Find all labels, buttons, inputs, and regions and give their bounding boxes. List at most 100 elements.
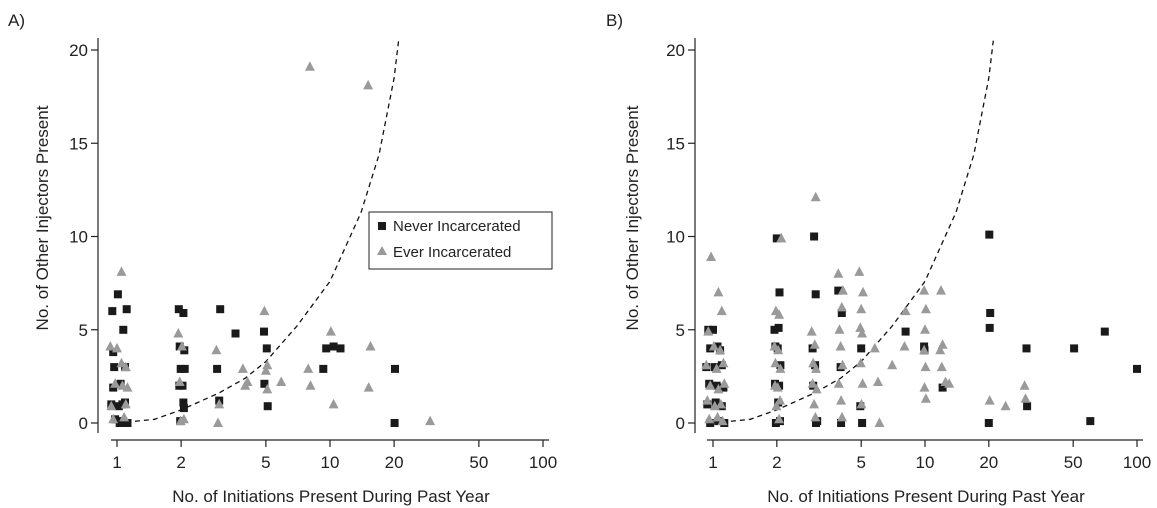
point-ever-incarcerated — [807, 378, 818, 388]
point-never-incarcerated — [1023, 402, 1032, 411]
point-never-incarcerated — [712, 381, 721, 390]
point-ever-incarcerated — [116, 266, 127, 276]
point-never-incarcerated — [938, 383, 947, 392]
x-tick-label-b: 10 — [916, 453, 935, 472]
point-never-incarcerated — [775, 288, 784, 297]
point-never-incarcerated — [319, 364, 328, 373]
x-tick-label-a: 100 — [529, 453, 557, 472]
point-ever-incarcerated — [122, 382, 133, 392]
point-ever-incarcerated — [173, 328, 184, 338]
point-ever-incarcerated — [920, 303, 931, 314]
point-ever-incarcerated — [303, 363, 314, 373]
point-ever-incarcerated — [874, 417, 885, 427]
point-never-incarcerated — [108, 307, 117, 316]
point-ever-incarcerated — [809, 398, 820, 409]
point-never-incarcerated — [216, 305, 225, 314]
point-never-incarcerated — [174, 305, 183, 314]
y-tick-label-b: 0 — [676, 414, 685, 433]
point-ever-incarcerated — [854, 266, 865, 276]
point-ever-incarcerated — [715, 398, 726, 409]
point-ever-incarcerated — [713, 286, 724, 297]
point-ever-incarcerated — [810, 411, 821, 422]
point-ever-incarcerated — [944, 378, 955, 388]
point-ever-incarcerated — [178, 413, 189, 424]
point-ever-incarcerated — [363, 79, 374, 90]
point-ever-incarcerated — [713, 383, 724, 394]
point-ever-incarcerated — [363, 382, 374, 392]
point-ever-incarcerated — [701, 359, 712, 370]
point-never-incarcerated — [774, 323, 783, 332]
point-ever-incarcerated — [1019, 380, 1030, 390]
point-ever-incarcerated — [773, 344, 784, 355]
y-axis-label-b: No. of Other Injectors Present — [623, 105, 642, 330]
point-ever-incarcerated — [305, 380, 316, 390]
point-never-incarcerated — [122, 305, 131, 314]
point-never-incarcerated — [231, 329, 240, 338]
point-never-incarcerated — [262, 344, 271, 353]
chart-panel-b: B) No. of Initiations Present During Pas… — [606, 11, 1151, 506]
point-ever-incarcerated — [105, 341, 116, 351]
point-never-incarcerated — [810, 232, 819, 241]
panel-label-a: A) — [8, 11, 25, 30]
point-never-incarcerated — [1022, 344, 1031, 353]
point-ever-incarcerated — [920, 393, 931, 403]
point-ever-incarcerated — [211, 344, 222, 355]
point-ever-incarcerated — [775, 363, 786, 373]
point-ever-incarcerated — [900, 305, 911, 316]
point-ever-incarcerated — [174, 376, 185, 386]
point-never-incarcerated — [985, 323, 994, 332]
point-ever-incarcerated — [120, 361, 131, 372]
point-ever-incarcerated — [702, 395, 713, 405]
point-never-incarcerated — [1133, 364, 1141, 373]
point-ever-incarcerated — [837, 359, 848, 370]
point-never-incarcerated — [113, 290, 122, 299]
point-ever-incarcerated — [304, 61, 315, 71]
point-ever-incarcerated — [836, 395, 847, 405]
point-ever-incarcerated — [857, 328, 868, 338]
point-ever-incarcerated — [774, 309, 785, 319]
point-ever-incarcerated — [837, 285, 848, 295]
x-tick-label-a: 2 — [176, 453, 185, 472]
point-ever-incarcerated — [855, 322, 866, 332]
point-never-incarcerated — [986, 309, 995, 317]
y-tick-label-a: 0 — [79, 414, 88, 433]
point-ever-incarcerated — [810, 191, 821, 202]
point-ever-incarcerated — [262, 383, 273, 394]
point-ever-incarcerated — [214, 398, 225, 409]
point-ever-incarcerated — [237, 363, 248, 373]
point-ever-incarcerated — [177, 341, 187, 351]
point-never-incarcerated — [213, 364, 222, 373]
point-ever-incarcerated — [935, 344, 946, 355]
x-tick-label-b: 100 — [1123, 453, 1151, 472]
x-axis-label-b: No. of Initiations Present During Past Y… — [767, 487, 1085, 506]
x-tick-label-a: 10 — [321, 453, 340, 472]
point-never-incarcerated — [263, 402, 272, 411]
point-ever-incarcerated — [708, 341, 719, 351]
point-ever-incarcerated — [919, 344, 930, 355]
point-ever-incarcerated — [834, 324, 845, 334]
point-never-incarcerated — [179, 398, 188, 407]
point-never-incarcerated — [901, 327, 910, 336]
y-axis-label-a: No. of Other Injectors Present — [33, 105, 52, 330]
point-ever-incarcerated — [920, 324, 930, 334]
point-ever-incarcerated — [717, 415, 728, 426]
point-ever-incarcerated — [836, 301, 847, 312]
x-tick-label-b: 2 — [772, 453, 781, 472]
point-never-incarcerated — [709, 325, 717, 334]
point-never-incarcerated — [119, 325, 128, 334]
point-ever-incarcerated — [716, 305, 727, 316]
point-ever-incarcerated — [776, 232, 787, 243]
point-never-incarcerated — [179, 309, 188, 317]
y-tick-label-b: 5 — [676, 321, 685, 340]
point-never-incarcerated — [336, 344, 345, 353]
point-ever-incarcerated — [772, 382, 783, 392]
point-ever-incarcerated — [869, 342, 880, 353]
point-ever-incarcerated — [213, 417, 223, 427]
y-tick-label-a: 15 — [69, 134, 88, 153]
y-tick-label-b: 20 — [666, 41, 685, 60]
point-ever-incarcerated — [718, 357, 729, 368]
point-never-incarcerated — [329, 342, 338, 351]
point-never-incarcerated — [857, 344, 866, 353]
x-tick-label-a: 50 — [469, 453, 488, 472]
fit-curve-a — [116, 40, 400, 424]
